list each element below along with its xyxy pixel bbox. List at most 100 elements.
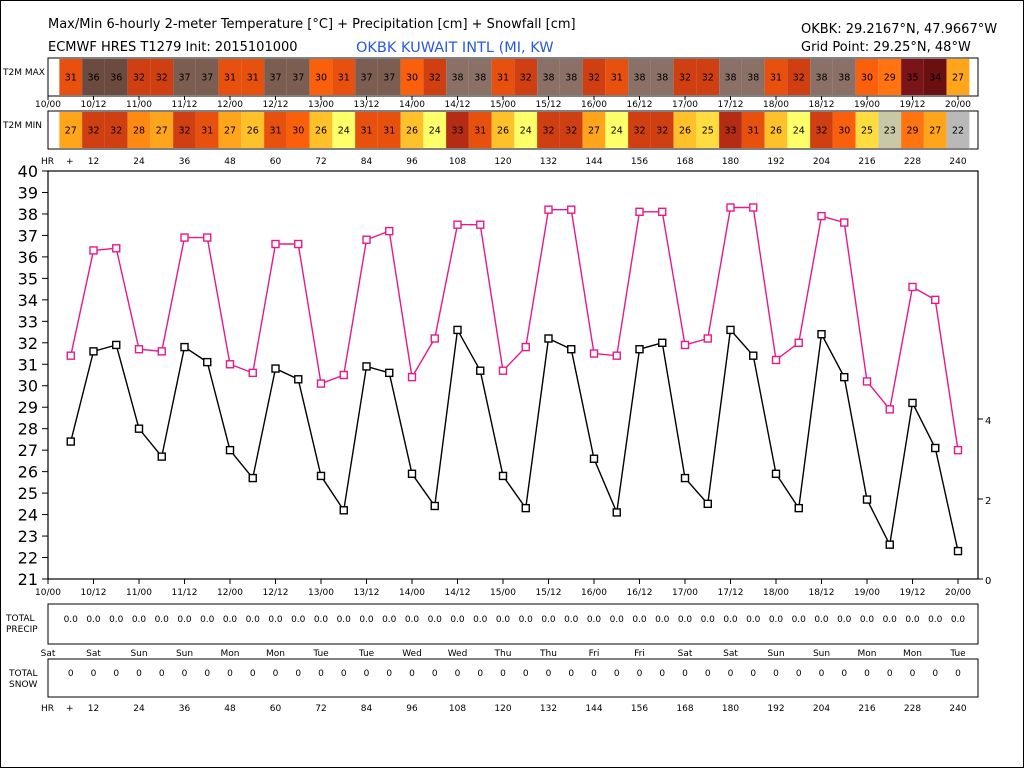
tmin-value: 26 [770, 126, 782, 137]
hour-label-bottom: 180 [722, 704, 739, 714]
precip-value: 0.0 [428, 615, 443, 625]
hour-label-top: 132 [540, 157, 557, 167]
day-label: Sun [813, 649, 830, 659]
hour-label-bottom: 132 [540, 704, 557, 714]
precip-value: 0.0 [587, 615, 602, 625]
tmin-value: 30 [838, 126, 850, 137]
tmax-value: 36 [87, 73, 99, 84]
tmin-cell [901, 112, 924, 148]
tmax-cell [855, 59, 879, 95]
tmax-value: 30 [861, 73, 873, 84]
y-tick-label: 24 [18, 506, 38, 525]
day-label: Wed [448, 649, 468, 659]
hour-label-bottom: 84 [361, 704, 373, 714]
tmax-cell [946, 59, 970, 95]
tmax-value: 37 [178, 73, 190, 84]
tmax-cell [514, 59, 538, 95]
tmin-cell [696, 112, 720, 148]
tmin-row-frame [47, 110, 979, 150]
tmin-value: 24 [520, 126, 532, 137]
y-tick-label: 28 [18, 420, 38, 439]
tmin-value: 33 [724, 126, 736, 137]
day-label: Fri [634, 649, 645, 659]
tmax-value: 35 [906, 73, 918, 84]
tmin-cell [491, 112, 515, 148]
tmin-cell [446, 112, 469, 148]
precip-value: 0.0 [746, 615, 761, 625]
y-tick-label: 33 [18, 312, 38, 331]
precip-value: 0.0 [723, 615, 738, 625]
day-label: Mon [221, 649, 240, 659]
station-coords: OKBK: 29.2167°N, 47.9667°W [801, 22, 997, 37]
chart-title: Max/Min 6-hourly 2-meter Temperature [°C… [48, 17, 576, 32]
tmax-cell [832, 59, 856, 95]
data-point [66, 351, 75, 360]
tmin-value: 32 [178, 126, 190, 137]
tmax-value: 31 [338, 73, 350, 84]
tmin-value: 32 [633, 126, 645, 137]
snow-value: 0 [136, 669, 142, 679]
date-label-bottom: 17/00 [672, 588, 698, 598]
y-tick-label: 25 [18, 484, 38, 503]
date-label-bottom: 10/00 [35, 588, 61, 598]
day-label: Mon [266, 649, 285, 659]
tmin-value: 31 [474, 126, 486, 137]
data-point [794, 503, 803, 513]
tmin-cell [468, 112, 492, 148]
tmax-cell [218, 59, 242, 95]
tmax-value: 38 [451, 73, 463, 84]
tmin-cell [173, 112, 196, 148]
data-point [658, 207, 667, 217]
axes: 10/00 10/00 10/12 10/12 11/00 11/00 11/12 11/12… [18, 96, 991, 714]
day-label: Sun [767, 649, 784, 659]
data-point [225, 445, 235, 455]
tmin-value: 28 [133, 126, 145, 137]
precip-value: 0.0 [314, 615, 329, 625]
tmin-value: 25 [702, 126, 714, 137]
precip-value: 0.0 [814, 615, 829, 625]
data-point [112, 340, 121, 350]
data-point [316, 379, 326, 388]
tmax-row-frame [47, 57, 979, 97]
tmin-value: 32 [87, 126, 99, 137]
y-tick-label: 39 [18, 183, 38, 202]
day-label: Thu [494, 649, 512, 659]
data-point [567, 345, 576, 354]
tmin-cell [946, 112, 970, 148]
snow-value: 0 [750, 669, 756, 679]
tmin-value: 24 [793, 126, 805, 137]
precip-value: 0.0 [291, 615, 306, 625]
tmax-value: 31 [224, 73, 236, 84]
tmax-cell [241, 59, 265, 95]
hour-label-top: 168 [676, 157, 693, 167]
data-point [771, 355, 781, 365]
tmax-value: 31 [611, 73, 623, 84]
precip-value: 0.0 [837, 615, 852, 625]
tmax-cell [537, 59, 560, 95]
tmax-value: 31 [247, 73, 259, 84]
data-point [316, 471, 326, 481]
tmax-value: 36 [110, 73, 122, 84]
y-tick-label: 23 [18, 527, 38, 546]
data-point [931, 295, 940, 305]
day-label: Sat [41, 649, 56, 659]
date-label-bottom: 17/12 [718, 588, 744, 598]
data-point [680, 473, 690, 483]
tmin-cell [59, 112, 83, 148]
y-tick-label: 34 [18, 291, 38, 310]
data-point [862, 377, 872, 386]
tmin-value: 26 [315, 126, 327, 137]
tmax-value: 31 [65, 73, 77, 84]
tmax-cell [377, 59, 401, 95]
tmin-value: 31 [383, 126, 395, 137]
snow-value: 0 [955, 669, 961, 679]
snow-value: 0 [864, 669, 870, 679]
precip-row-frame [47, 603, 979, 645]
tmin-cell [923, 112, 947, 148]
tmax-value: 34 [929, 73, 941, 84]
tmax-value: 32 [702, 73, 714, 84]
hour-label-bottom: 60 [270, 704, 282, 714]
precip-value: 0.0 [496, 615, 511, 625]
data-point [180, 342, 189, 352]
tmax-cell [901, 59, 924, 95]
